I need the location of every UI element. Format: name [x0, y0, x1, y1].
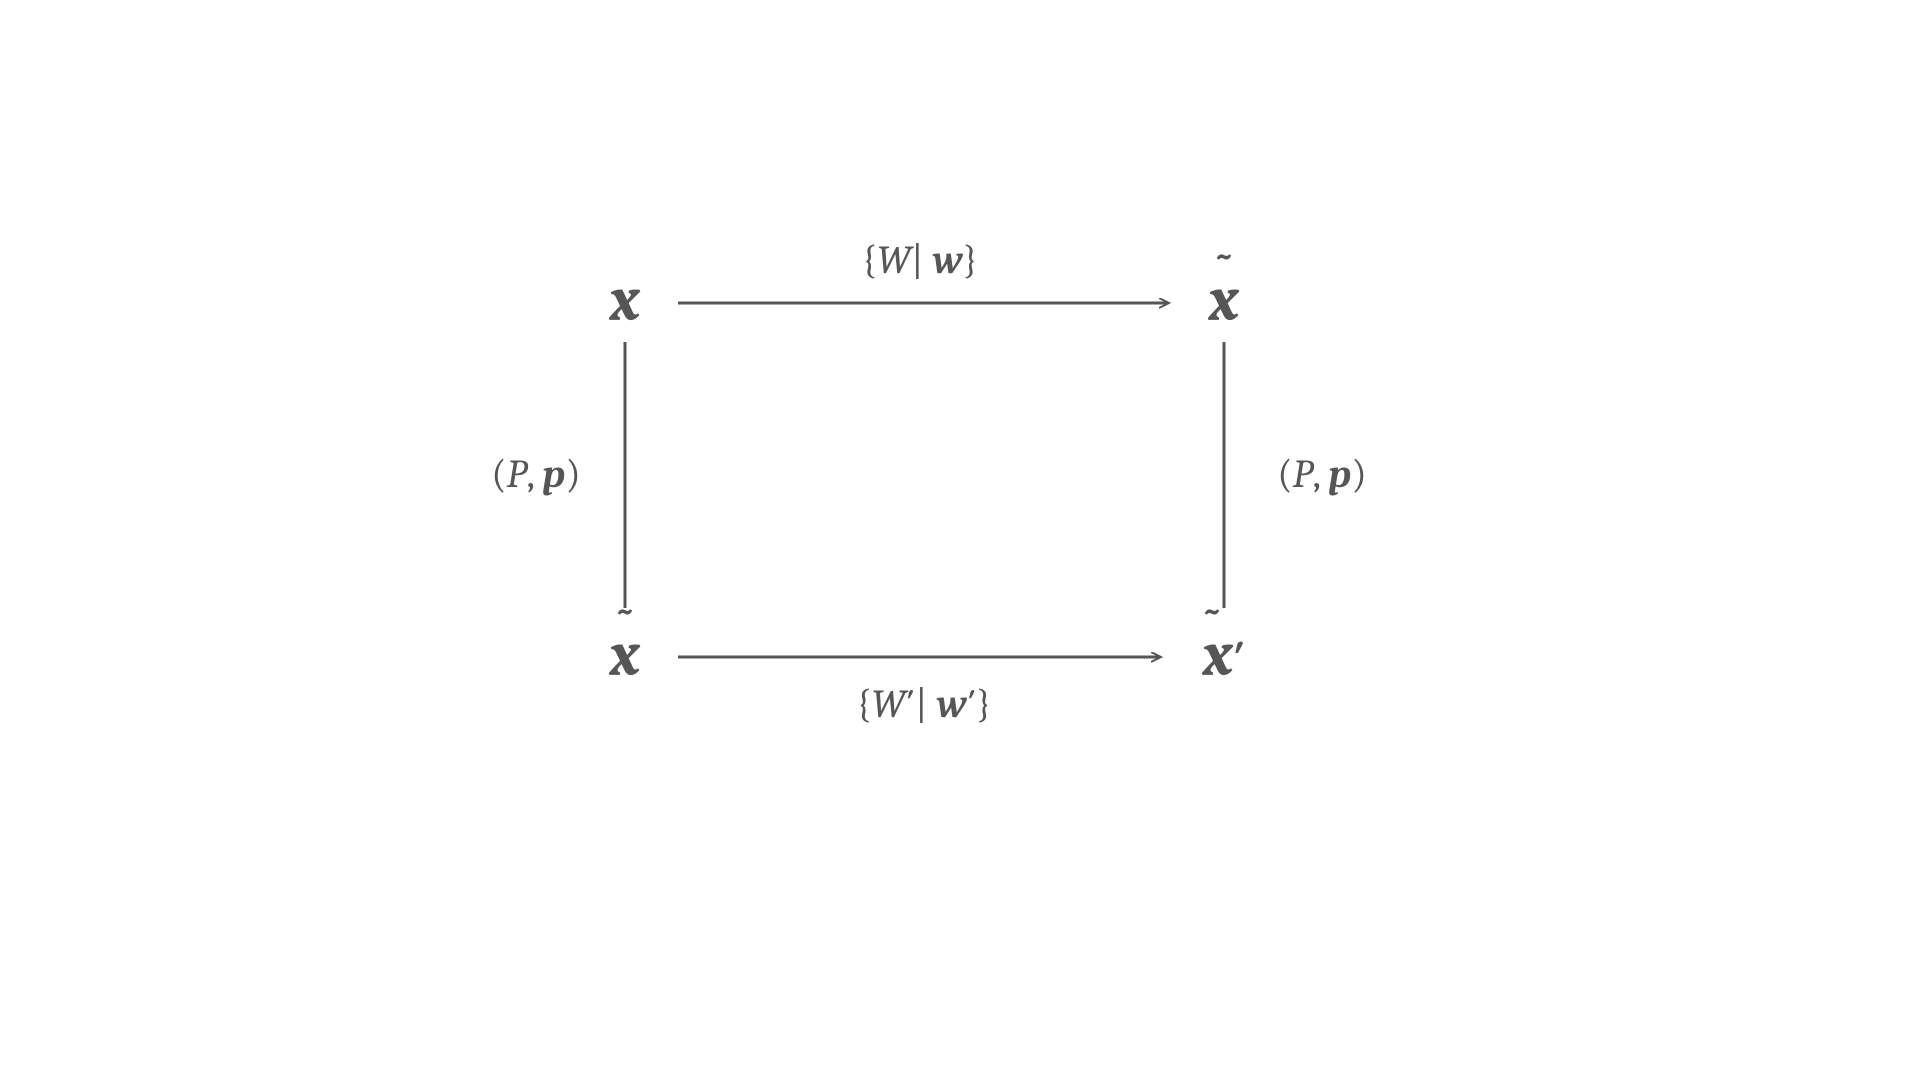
node-top-left: x [610, 269, 640, 331]
edge-label-left: (P, p) [491, 451, 580, 497]
node-symbol: x [1203, 619, 1233, 691]
node-top-right: x [1209, 269, 1239, 331]
node-symbol: x [610, 264, 640, 336]
node-symbol: x [610, 619, 640, 691]
node-symbol: x [1209, 264, 1239, 336]
node-bottom-left: x [610, 624, 640, 686]
edge-label-top: {W| w} [862, 237, 979, 283]
edge-label-bottom: {W′| w′} [856, 681, 992, 727]
diagram-edges [0, 0, 1920, 1080]
edge-label-right: (P, p) [1277, 451, 1366, 497]
node-prime: ′ [1233, 632, 1245, 687]
commutative-diagram: x ˜ x ˜ x ˜ x′ {W| w} {W′| w′} (P, p) (P… [0, 0, 1920, 1080]
node-bottom-right: x′ [1203, 624, 1245, 686]
